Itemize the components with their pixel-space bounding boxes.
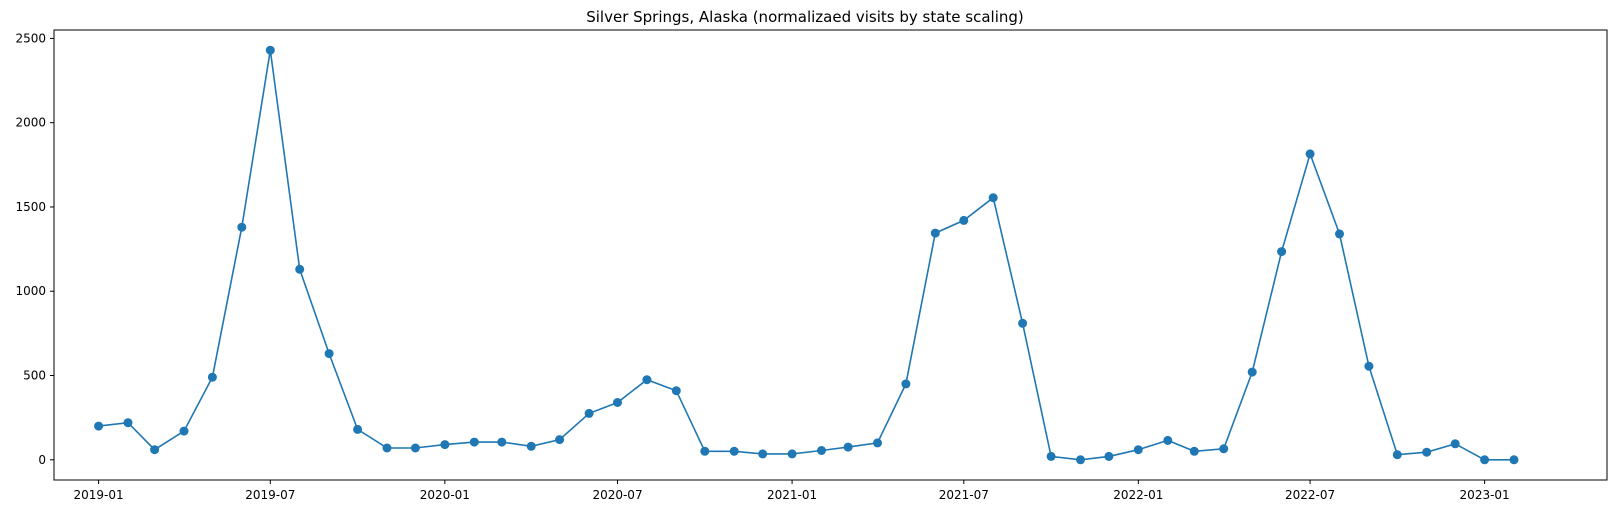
x-tick-label: 2019-01: [74, 488, 124, 502]
data-point: [1305, 149, 1315, 159]
data-point: [150, 445, 160, 455]
data-point: [843, 442, 853, 452]
data-point: [1364, 361, 1374, 371]
data-point: [729, 446, 739, 456]
data-point: [1335, 229, 1344, 239]
data-point: [1189, 446, 1199, 456]
data-point: [265, 45, 275, 55]
y-tick-label: 2000: [15, 116, 46, 130]
data-point: [295, 264, 305, 274]
y-tick-label: 1500: [15, 200, 46, 214]
data-point: [1450, 439, 1460, 449]
data-point: [526, 441, 536, 451]
data-point: [382, 443, 392, 453]
y-tick-label: 500: [23, 369, 46, 383]
data-point: [700, 446, 710, 456]
x-tick-label: 2021-01: [767, 488, 817, 502]
data-point: [1219, 444, 1229, 454]
x-tick-label: 2021-07: [939, 488, 989, 502]
x-axis: 2019-01 2019-07 2020-01 2020-07 2021-01 2021-…: [74, 480, 1510, 502]
data-point: [671, 386, 681, 396]
data-point: [94, 421, 104, 431]
x-tick-label: 2020-07: [592, 488, 642, 502]
data-point: [497, 437, 507, 447]
data-point: [959, 215, 969, 225]
data-point: [353, 424, 363, 434]
series-layer: [94, 45, 1519, 465]
data-point: [584, 408, 594, 418]
chart-title: Silver Springs, Alaska (normalizaed visi…: [586, 8, 1024, 26]
data-point: [207, 372, 217, 382]
data-point: [1046, 451, 1056, 461]
data-point: [787, 449, 797, 459]
series-line: [98, 50, 1514, 461]
data-point: [1018, 318, 1028, 328]
data-point: [1277, 247, 1287, 257]
data-point: [1076, 455, 1085, 465]
x-tick-label: 2020-01: [420, 488, 470, 502]
data-point: [123, 418, 133, 428]
data-point: [758, 449, 768, 459]
data-point: [555, 435, 565, 445]
data-point: [1247, 367, 1257, 377]
y-tick-label: 0: [38, 453, 46, 467]
data-point: [469, 437, 479, 447]
data-point: [901, 379, 911, 389]
data-point: [1480, 455, 1490, 465]
data-point: [1163, 435, 1173, 445]
x-tick-label: 2022-01: [1113, 488, 1163, 502]
x-tick-label: 2023-01: [1460, 488, 1510, 502]
plot-area-frame: [53, 29, 1608, 481]
y-tick-label: 1000: [15, 284, 46, 298]
data-point: [930, 228, 940, 238]
data-point: [324, 349, 334, 359]
data-point: [237, 222, 247, 232]
data-point: [1422, 447, 1432, 457]
data-point: [1133, 445, 1143, 455]
data-point: [613, 398, 622, 407]
data-point: [873, 438, 882, 448]
data-point: [410, 443, 420, 453]
data-point: [1509, 455, 1519, 465]
x-tick-label: 2022-07: [1285, 488, 1335, 502]
data-point: [988, 193, 998, 203]
data-point: [817, 446, 826, 455]
data-point: [440, 440, 450, 450]
x-tick-label: 2019-07: [245, 488, 295, 502]
data-point: [1392, 450, 1402, 460]
data-point: [1104, 451, 1114, 461]
y-tick-label: 2500: [15, 31, 46, 45]
data-point: [179, 426, 189, 436]
data-point: [642, 375, 652, 385]
y-axis: 0 500 1000 1500 2000 2500: [15, 31, 54, 467]
